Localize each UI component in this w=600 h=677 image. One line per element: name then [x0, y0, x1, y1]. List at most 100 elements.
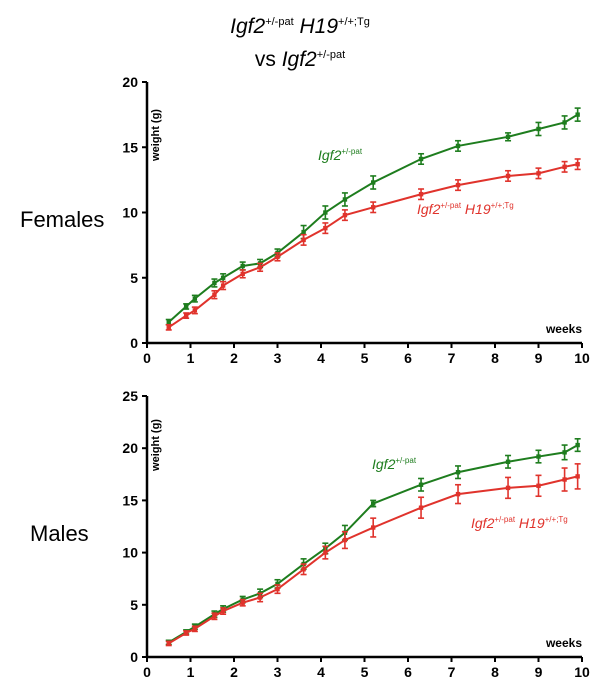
data-point — [220, 608, 226, 614]
x-tick-label: 8 — [491, 350, 499, 366]
x-tick-label: 2 — [230, 350, 238, 366]
x-tick-label: 4 — [317, 350, 325, 366]
x-tick-label: 7 — [448, 350, 456, 366]
data-point — [418, 482, 424, 487]
data-point — [455, 143, 461, 149]
data-point — [505, 485, 511, 491]
title-gene-igf2: Igf2 — [230, 15, 266, 38]
y-axis-label: weight (g) — [150, 109, 162, 162]
data-point — [575, 474, 580, 479]
data-point — [220, 275, 226, 280]
data-point — [166, 641, 171, 646]
data-point — [240, 600, 245, 605]
data-point — [301, 567, 306, 572]
data-point — [212, 280, 217, 286]
y-tick-label: 0 — [130, 335, 138, 351]
x-axis-label: weeks — [545, 322, 582, 336]
data-point — [166, 319, 171, 325]
data-point — [455, 470, 461, 475]
data-point — [455, 182, 461, 188]
data-point — [240, 263, 245, 269]
title-line-1: Igf2+/-pat H19+/+;Tg — [0, 8, 600, 41]
legend-label: Igf2+/-pat H19+/+;Tg — [471, 515, 568, 531]
y-tick-label: 5 — [130, 270, 138, 286]
data-point — [192, 626, 198, 632]
y-tick-label: 20 — [122, 74, 138, 90]
panel-label-females: Females — [20, 207, 105, 232]
y-tick-label: 25 — [122, 388, 138, 404]
panel-label-males: Males — [30, 521, 89, 546]
data-point — [505, 134, 511, 140]
data-point — [212, 292, 217, 297]
data-point — [536, 126, 541, 132]
x-tick-label: 0 — [143, 350, 151, 366]
data-point — [371, 205, 376, 210]
x-tick-label: 3 — [274, 664, 282, 677]
data-point — [301, 237, 306, 243]
data-point — [371, 525, 376, 530]
x-tick-label: 10 — [574, 350, 590, 366]
x-tick-label: 1 — [187, 664, 195, 677]
data-point — [257, 265, 263, 270]
y-tick-label: 0 — [130, 649, 138, 665]
data-point — [418, 156, 424, 162]
x-tick-label: 5 — [361, 350, 369, 366]
x-tick-label: 7 — [448, 664, 456, 677]
data-point — [183, 313, 189, 318]
x-tick-label: 6 — [404, 350, 412, 366]
series-transgenic — [165, 158, 581, 331]
legend-label: Igf2+/-pat — [318, 147, 363, 163]
title-sup-pat: +/-pat — [265, 16, 294, 28]
data-point — [342, 212, 348, 218]
x-tick-label: 0 — [143, 664, 151, 677]
data-point — [323, 550, 328, 555]
y-tick-label: 15 — [122, 139, 138, 155]
series-transgenic — [165, 463, 581, 647]
data-point — [575, 162, 580, 167]
series-line — [168, 475, 578, 645]
data-point — [240, 271, 245, 277]
series-line — [168, 113, 579, 323]
title-vs: vs — [254, 48, 282, 71]
y-axis-label: weight (g) — [150, 419, 162, 472]
data-point — [192, 296, 198, 301]
chart-males: 0 1 2 3 4 5 6 7 8 9 10 0 5 10 15 20 25 weeks weight (g) Igf… — [122, 388, 590, 677]
data-point — [562, 450, 567, 455]
data-point — [371, 501, 376, 506]
y-tick-label: 10 — [122, 205, 138, 221]
data-point — [342, 197, 348, 202]
y-tick-label: 5 — [130, 597, 138, 613]
data-point — [536, 171, 541, 176]
figure-title: Igf2+/-pat H19+/+;Tg vs Igf2+/-pat — [0, 8, 600, 74]
title-gene-h19: H19 — [299, 15, 339, 38]
x-tick-label: 1 — [187, 350, 195, 366]
legend-label: Igf2+/-pat H19+/+;Tg — [417, 201, 514, 217]
x-tick-label: 6 — [404, 664, 412, 677]
data-point — [275, 254, 280, 260]
data-point — [562, 120, 567, 125]
y-tick-label: 10 — [122, 545, 138, 561]
data-point — [505, 173, 511, 179]
data-point — [536, 454, 541, 459]
chart-females: 0 1 2 3 4 5 6 7 8 9 10 0 5 10 15 20 weeks weight (g) Igf2+… — [122, 74, 590, 366]
data-point — [183, 630, 189, 636]
data-point — [192, 308, 198, 313]
data-point — [342, 537, 348, 543]
data-point — [536, 483, 541, 488]
data-point — [166, 325, 171, 330]
legend-label: Igf2+/-pat — [372, 456, 417, 472]
data-point — [418, 505, 424, 510]
data-point — [455, 491, 461, 497]
data-point — [212, 614, 217, 619]
x-tick-label: 4 — [317, 664, 325, 677]
x-tick-label: 5 — [361, 664, 369, 677]
data-point — [562, 164, 567, 170]
data-point — [575, 112, 580, 117]
x-tick-label: 2 — [230, 664, 238, 677]
title-gene-igf2-2: Igf2 — [281, 48, 317, 71]
series-line — [168, 163, 578, 329]
x-tick-label: 3 — [274, 350, 282, 366]
series-line — [168, 444, 579, 644]
data-point — [371, 180, 376, 185]
